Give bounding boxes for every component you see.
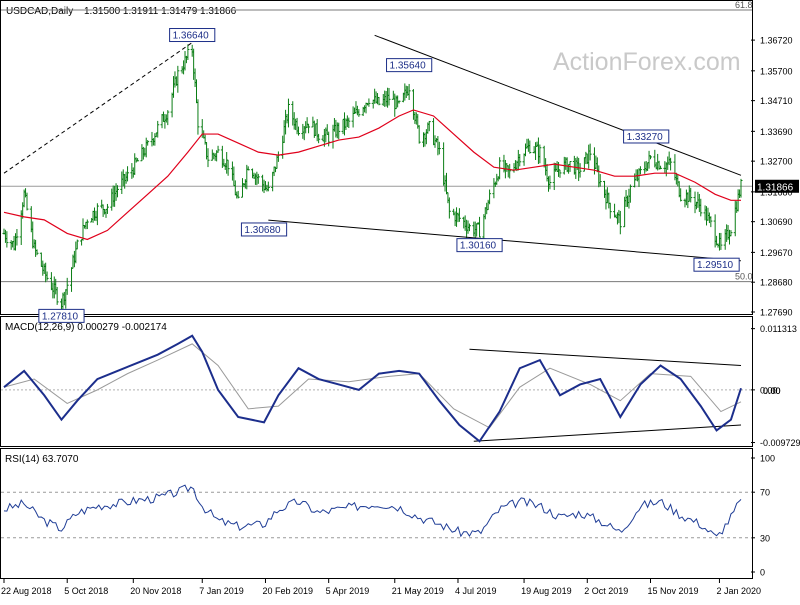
macd-signal-line — [3, 343, 742, 429]
price-annotation-label: 1.36640 — [173, 31, 210, 42]
rsi-tick-label: 30 — [760, 533, 770, 543]
price-bars — [2, 44, 743, 315]
price-tick-label: 1.28680 — [760, 278, 793, 288]
price-tick-label: 1.27690 — [760, 308, 793, 318]
price-tick-label: 1.29670 — [760, 248, 793, 258]
price-labels: 1.36640 1.35640 1.33270 1.30680 1.30160 1.295… — [38, 28, 799, 323]
x-tick-label: 4 Jul 2019 — [455, 586, 497, 596]
x-tick-label: 20 Nov 2018 — [130, 586, 181, 596]
price-tick-label: 1.32700 — [760, 157, 793, 167]
trendline — [3, 42, 193, 174]
x-axis: 22 Aug 2018 5 Oct 2018 20 Nov 2018 7 Jan 20… — [1, 579, 761, 596]
price-annotation-label: 1.27810 — [42, 311, 79, 322]
trendline — [268, 219, 742, 262]
fib-level-label: 61.8 — [735, 0, 753, 10]
price-lines — [3, 34, 742, 262]
rsi-tick-label: 100 — [760, 454, 775, 464]
macd-current-badge: 0.00 — [763, 386, 781, 396]
price-annotation-box — [169, 28, 216, 43]
price-annotation-box — [240, 222, 288, 237]
watermark-text: ActionForex.com — [553, 48, 741, 76]
x-tick-label: 22 Aug 2018 — [1, 586, 52, 596]
x-tick-label: 5 Oct 2018 — [64, 586, 108, 596]
rsi-panel-frame — [0, 448, 753, 579]
price-grid: 1.367201.357001.347101.336901.327001.316… — [1, 0, 793, 318]
price-tick-label: 1.35700 — [760, 66, 793, 76]
price-annotation-box — [693, 257, 740, 272]
rsi-tick-label: 0 — [760, 568, 765, 578]
price-panel-frame — [0, 0, 753, 315]
price-annotation-box — [386, 58, 433, 73]
trendline — [374, 34, 742, 176]
price-annotation-label: 1.30680 — [244, 225, 281, 236]
chart-title: USDCAD,Daily — [6, 6, 73, 17]
x-tick-label: 15 Nov 2019 — [647, 586, 698, 596]
x-tick-label: 5 Apr 2019 — [326, 586, 370, 596]
price-tick-label: 1.33690 — [760, 127, 793, 137]
x-tick-label: 2 Jan 2020 — [716, 586, 761, 596]
price-annotation-label: 1.30160 — [460, 241, 497, 252]
rsi-title: RSI(14) 63.7070 — [5, 454, 79, 465]
macd-title: MACD(12,26,9) 0.000279 -0.002174 — [5, 322, 167, 333]
x-tick-label: 19 Aug 2019 — [521, 586, 572, 596]
price-annotation-label: 1.33270 — [627, 132, 664, 143]
x-tick-label: 2 Oct 2019 — [584, 586, 628, 596]
price-annotation-box — [38, 308, 85, 323]
price-annotation-label: 1.29510 — [697, 260, 734, 271]
x-tick-label: 7 Jan 2019 — [199, 586, 244, 596]
current-price-label: 1.31866 — [757, 182, 794, 193]
macd-trendline — [473, 424, 742, 442]
price-tick-label: 1.30690 — [760, 217, 793, 227]
macd-panel-frame — [0, 316, 753, 447]
price-annotation-label: 1.35640 — [390, 61, 427, 72]
macd-line — [3, 334, 742, 443]
macd-tick-label: 0.011313 — [760, 324, 797, 334]
price-tick-label: 1.34710 — [760, 96, 793, 106]
x-tick-label: 20 Feb 2019 — [262, 586, 313, 596]
rsi-layer: 100 70 30 0 — [1, 454, 775, 578]
ohlc-readout: 1.31500 1.31911 1.31479 1.31866 — [84, 6, 237, 17]
macd-tick-label: -0.009729 — [760, 438, 800, 448]
rsi-line — [3, 484, 742, 538]
fib-level-label: 50.0 — [735, 272, 753, 282]
price-tick-label: 1.36720 — [760, 36, 793, 46]
current-price-badge — [755, 179, 799, 193]
price-annotation-box — [623, 129, 670, 144]
rsi-tick-label: 70 — [760, 488, 770, 498]
macd-tick-label: 0.00 — [760, 385, 778, 395]
moving-average-line — [3, 109, 741, 241]
price-annotation-box — [456, 238, 503, 253]
macd-current-badge: 0.00 — [763, 386, 781, 396]
x-tick-label: 21 May 2019 — [392, 586, 444, 596]
macd-trendline — [469, 348, 742, 367]
